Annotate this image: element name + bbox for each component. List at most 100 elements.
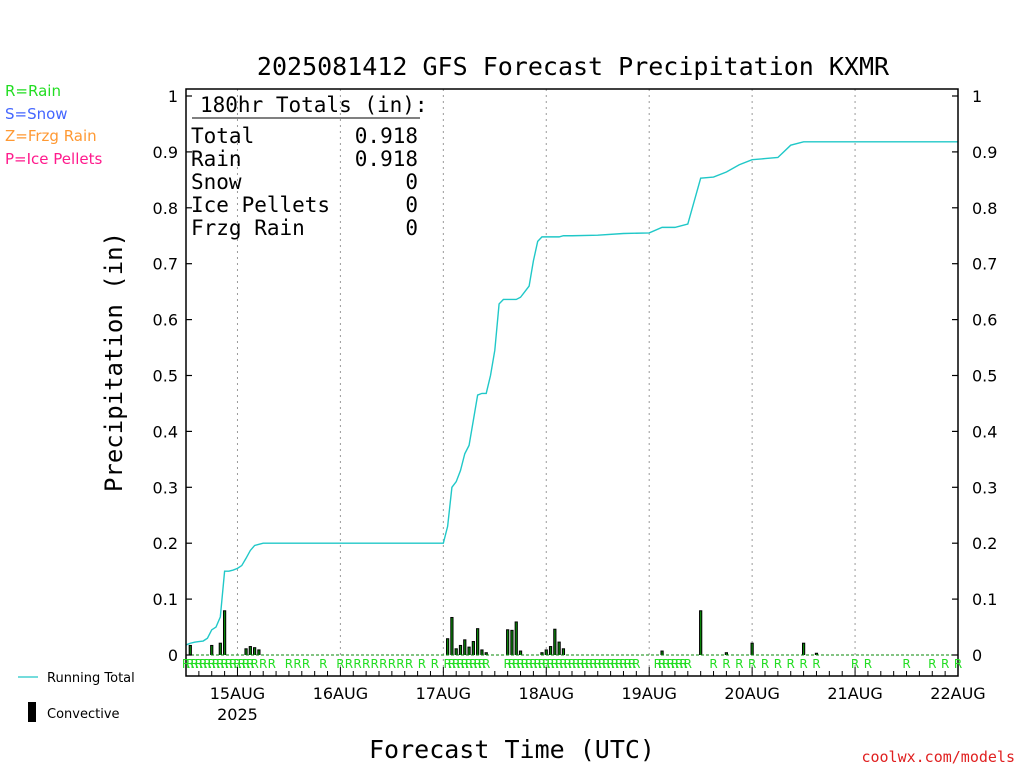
source-credit: coolwx.com/models	[861, 748, 1015, 766]
convective-bar-fill	[455, 649, 457, 655]
x-tick-label: 15AUG	[210, 684, 265, 703]
convective-bar-fill	[223, 611, 226, 655]
convective-bar-fill	[507, 630, 509, 655]
totals-row-value: 0	[405, 170, 418, 194]
precip-type-legend: R=Rain S=Snow Z=Frzg Rain P=Ice Pellets	[5, 82, 102, 168]
y-tick-label-right: 0.6	[972, 311, 997, 330]
precip-type-letter: R	[302, 657, 310, 671]
precip-type-letter: R	[684, 657, 692, 671]
totals-header: 180hr Totals (in):	[200, 93, 428, 117]
precip-type-letter: R	[581, 657, 589, 671]
precip-type-letter: R	[525, 657, 533, 671]
precip-type-letter: R	[225, 657, 233, 671]
precip-type-letter: R	[735, 657, 743, 671]
precip-type-letter: R	[521, 657, 529, 671]
convective-bar-fill	[815, 653, 818, 655]
precip-type-letter: R	[508, 657, 516, 671]
convective-bar-fill	[751, 643, 753, 655]
precip-type-letter: R	[516, 657, 524, 671]
convective-bar-fill	[562, 649, 565, 655]
x-tick-label: 18AUG	[519, 684, 574, 703]
running-total-line	[185, 141, 958, 646]
precip-type-letter: R	[371, 657, 379, 671]
convective-bar-fill	[519, 651, 522, 655]
precip-type-letter: R	[902, 657, 910, 671]
precip-type-letter: R	[564, 657, 572, 671]
precip-type-letter: R	[624, 657, 632, 671]
precip-type-letter: R	[379, 657, 387, 671]
precip-type-letter: R	[186, 657, 194, 671]
precip-type-letter: R	[576, 657, 584, 671]
convective-bar-fill	[558, 642, 560, 655]
convective-bar-fill	[541, 653, 543, 655]
convective-bar-fill	[249, 647, 251, 655]
totals-row-value: 0	[405, 216, 418, 240]
y-tick-label-left: 0.7	[153, 255, 178, 274]
precip-type-letter: R	[319, 657, 327, 671]
convective-bar-fill	[254, 648, 256, 655]
precip-type-letter: R	[534, 657, 542, 671]
totals-box: 180hr Totals (in): Total 0.918 Rain 0.918 Sn…	[191, 93, 428, 240]
precip-type-letter: R	[220, 657, 228, 671]
convective-bar-fill	[211, 645, 213, 655]
precip-type-letter: R	[229, 657, 237, 671]
convective-bar-fill	[468, 647, 470, 655]
precip-type-letter: R	[679, 657, 687, 671]
convective-bar-fill	[258, 650, 260, 655]
precip-type-letter: R	[632, 657, 640, 671]
precip-type-letter: R	[941, 657, 949, 671]
precip-type-letter: R	[671, 657, 679, 671]
legend-rain: R=Rain	[5, 82, 61, 100]
y-tick-label-right: 0.7	[972, 255, 997, 274]
precip-type-letter: R	[182, 657, 190, 671]
y-tick-label-right: 0.5	[972, 367, 997, 386]
precip-type-letter: R	[538, 657, 546, 671]
precip-type-letter: R	[353, 657, 361, 671]
precip-type-letter: R	[628, 657, 636, 671]
precip-type-letter: R	[208, 657, 216, 671]
y-tick-label-right: 0.9	[972, 143, 997, 162]
precip-type-letter: R	[654, 657, 662, 671]
y-tick-label-left: 0.9	[153, 143, 178, 162]
totals-row-label: Frzg Rain	[191, 216, 305, 240]
precip-type-letter: R	[203, 657, 211, 671]
precip-type-letter: R	[606, 657, 614, 671]
convective-bar-fill	[245, 649, 247, 655]
totals-row-label: Total	[191, 124, 254, 148]
convective-bar-fill	[545, 650, 547, 655]
series-legend: Running Total Convective	[18, 671, 135, 722]
convective-bars	[186, 610, 958, 656]
y-tick-label-left: 0.8	[153, 199, 178, 218]
precip-type-letter: R	[615, 657, 623, 671]
tick-labels: 0 00.1 0.10.2 0.20.3 0.30.4 0.40.5 0.50.6 0.60.…	[153, 87, 998, 724]
precip-type-letter: R	[212, 657, 220, 671]
x-tick-label: 20AUG	[724, 684, 779, 703]
precip-type-letter: R	[799, 657, 807, 671]
convective-bar-fill	[451, 617, 453, 655]
plot-frame	[185, 88, 959, 677]
convective-legend-label: Convective	[47, 707, 120, 722]
precip-type-letter: R	[362, 657, 370, 671]
precip-type-letter: R	[611, 657, 619, 671]
y-tick-label-right: 1	[972, 87, 982, 106]
precip-type-letter: R	[551, 657, 559, 671]
precip-type-letter: R	[199, 657, 207, 671]
convective-bar-fill	[459, 645, 462, 655]
precip-type-letter: R	[478, 657, 486, 671]
precip-type-letter: R	[589, 657, 597, 671]
convective-bar-fill	[661, 651, 663, 655]
chart-title: 2025081412 GFS Forecast Precipitation KX…	[257, 52, 890, 81]
totals-row-value: 0.918	[355, 124, 418, 148]
y-axis-label: Precipitation (in)	[100, 232, 128, 492]
precip-type-letter: R	[345, 657, 353, 671]
precip-type-letter: R	[594, 657, 602, 671]
precip-type-letter: R	[443, 657, 451, 671]
precip-type-letter: R	[268, 657, 276, 671]
legend-ice-pellets: P=Ice Pellets	[5, 150, 102, 168]
precip-type-letter: R	[954, 657, 962, 671]
precip-type-letter: R	[461, 657, 469, 671]
y-tick-label-right: 0.4	[972, 422, 997, 441]
convective-bar-fill	[511, 630, 513, 655]
y-tick-label-right: 0	[972, 646, 982, 665]
